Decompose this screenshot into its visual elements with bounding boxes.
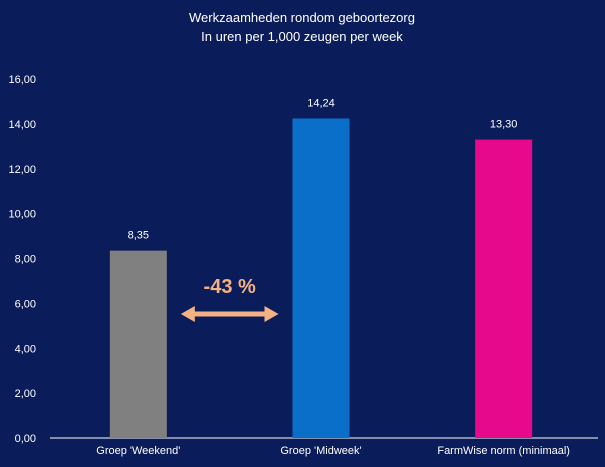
x-category-label: Groep 'Weekend' (96, 445, 180, 457)
y-tick-label: 12,00 (8, 164, 36, 176)
y-tick-label: 8,00 (15, 254, 36, 266)
y-tick-label: 10,00 (8, 209, 36, 221)
y-tick-label: 16,00 (8, 74, 36, 86)
chart-subtitle: In uren per 1,000 zeugen per week (201, 29, 403, 44)
bar-series: 8,35 Groep 'Weekend' 14,24 Groep 'Midweek' 1… (96, 97, 570, 457)
double-arrow-icon (180, 306, 279, 322)
bar-value-label: 8,35 (128, 230, 149, 242)
bar-value-label: 13,30 (490, 119, 518, 131)
chart-title: Werkzaamheden rondom geboortezorg (189, 10, 415, 25)
bar-value-label: 14,24 (307, 97, 335, 109)
bar (475, 139, 533, 439)
y-tick-label: 4,00 (15, 343, 36, 355)
bar (109, 250, 167, 438)
annotation-label: -43 % (204, 276, 256, 298)
y-tick-label: 2,00 (15, 388, 36, 400)
x-category-label: FarmWise norm (minimaal) (437, 445, 570, 457)
bar (292, 118, 350, 439)
y-tick-label: 0,00 (15, 433, 36, 445)
y-axis-ticks: 0,00 2,00 4,00 6,00 8,00 10,00 12,00 14,00 16,00 (8, 74, 36, 445)
x-category-label: Groep 'Midweek' (280, 445, 361, 457)
y-tick-label: 6,00 (15, 298, 36, 310)
annotation-group: -43 % (180, 276, 279, 322)
y-tick-label: 14,00 (8, 119, 36, 131)
